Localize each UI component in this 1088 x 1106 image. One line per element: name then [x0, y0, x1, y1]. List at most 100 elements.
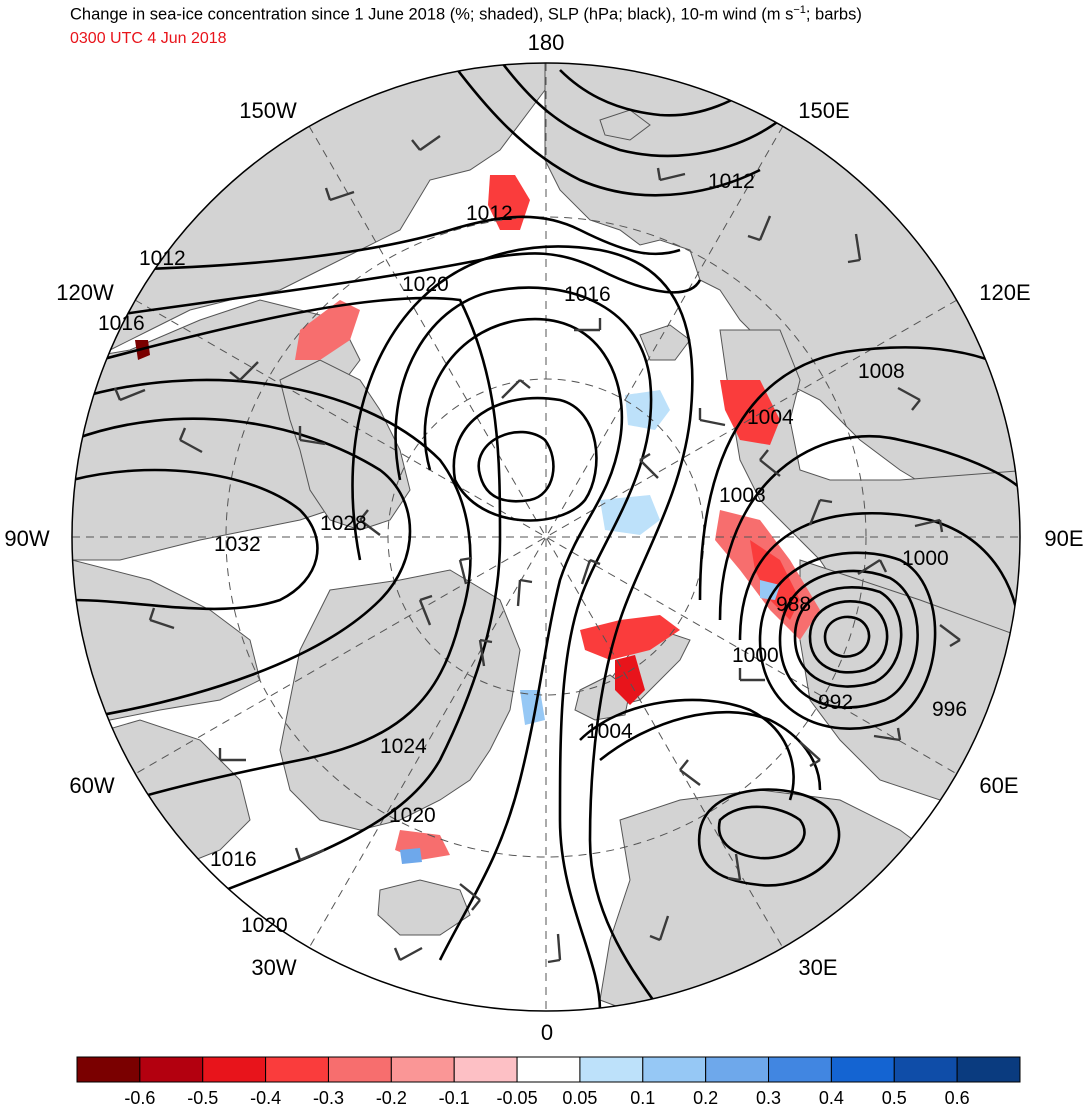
slp-gl-1028	[72, 417, 412, 722]
slp-label: 1016	[564, 283, 611, 306]
slp-label: 1032	[214, 533, 261, 556]
slp-label: 1020	[241, 914, 288, 937]
slp-label: 992	[818, 691, 853, 714]
colorbar-label: 0.5	[882, 1088, 907, 1106]
slp-arc-1000	[599, 710, 822, 791]
ice-loss-svalbard	[615, 655, 645, 705]
lon-label-0: 0	[541, 1020, 553, 1045]
ice-gain-central-2	[625, 390, 670, 430]
slp-low-ring-1	[823, 615, 871, 658]
colorbar-label: 0.05	[562, 1088, 597, 1106]
slp-label: 996	[932, 698, 967, 721]
colorbar-swatch	[202, 1056, 267, 1083]
slp-bering-1016	[79, 252, 702, 322]
slp-label: 1016	[210, 848, 257, 871]
colorbar-swatch	[830, 1056, 895, 1083]
ice-loss-barents	[580, 615, 680, 660]
slp-label: 1028	[320, 512, 367, 535]
slp-label: 1020	[402, 273, 449, 296]
valid-time: 0300 UTC 4 Jun 2018	[70, 30, 227, 47]
ice-gain-fram	[400, 848, 422, 864]
lon-label-90w: 90W	[4, 526, 49, 551]
colorbar-swatch	[768, 1056, 832, 1083]
lon-label-120e: 120E	[979, 280, 1030, 305]
slp-bering-1012	[72, 215, 681, 272]
colorbar-swatch	[893, 1056, 958, 1083]
slp-pacific-2	[498, 63, 781, 158]
colorbar-swatch	[453, 1056, 518, 1083]
colorbar-label: -0.05	[497, 1088, 538, 1106]
slp-label: 1008	[858, 360, 905, 383]
slp-low-ring-3	[793, 586, 903, 688]
slp-label: 1004	[586, 720, 633, 743]
land-greenland	[279, 569, 521, 831]
slp-contours	[72, 63, 1020, 1011]
slp-low-ring-4	[778, 569, 919, 709]
map-border	[71, 62, 1021, 1012]
land-siberian-islands	[639, 324, 691, 361]
lon-label-30w: 30W	[251, 955, 296, 980]
colorbar-swatch	[76, 1056, 141, 1083]
colorbar-label: -0.4	[250, 1088, 281, 1106]
colorbar-label: 0.4	[819, 1088, 844, 1106]
slp-scand-1012	[697, 788, 841, 887]
colorbar: -0.6 -0.5 -0.4 -0.3 -0.2 -0.1 -0.05 0.05 0.1 0.2 0…	[76, 1056, 1021, 1106]
slp-label: 1012	[466, 202, 513, 225]
colorbar-swatch	[642, 1056, 707, 1083]
lon-label-180: 180	[528, 30, 565, 55]
colorbar-swatch	[265, 1056, 329, 1083]
slp-low-1000	[738, 511, 1020, 641]
slp-label: 1000	[732, 644, 779, 667]
slp-scand-1016	[717, 805, 806, 860]
colorbar-label: -0.2	[376, 1088, 407, 1106]
land-masses	[72, 63, 1020, 1011]
colorbar-swatch	[705, 1056, 770, 1083]
ice-gain-barents	[760, 580, 780, 600]
lon-label-30e: 30E	[798, 955, 837, 980]
slp-label: 1020	[389, 804, 436, 827]
land-wrangel	[599, 109, 651, 141]
slp-contour-labels: 1012 1012 1012 1016 1016 1016 1020 1020 …	[98, 170, 967, 937]
slp-label: 1008	[719, 484, 766, 507]
colorbar-swatch	[516, 1056, 581, 1083]
colorbar-label: 0.6	[945, 1088, 970, 1106]
colorbar-label: -0.6	[124, 1088, 155, 1106]
land-iceland	[377, 879, 471, 936]
colorbar-label: -0.5	[187, 1088, 218, 1106]
colorbar-label: 0.2	[693, 1088, 718, 1106]
ice-gain-greenland-sea	[520, 690, 545, 725]
slp-label: 1024	[380, 735, 427, 758]
longitude-labels: 180 150W 150E 120W 120E 90W 90E 60W 60E …	[4, 30, 1083, 1045]
colorbar-swatch	[390, 1056, 455, 1083]
slp-label: 988	[776, 593, 811, 616]
slp-pacific-1	[448, 63, 761, 197]
slp-low-ring-2	[808, 600, 889, 674]
slp-ridge-3	[351, 245, 694, 1011]
slp-ridge-1	[423, 317, 624, 961]
lon-label-120w: 120W	[56, 280, 114, 305]
lon-label-60w: 60W	[69, 773, 114, 798]
wind-barbs	[113, 135, 961, 964]
slp-label: 1016	[98, 312, 145, 335]
land-canada-archipelago	[279, 359, 411, 531]
slp-gl-1032	[72, 468, 319, 611]
slp-label: 1004	[747, 406, 794, 429]
chart-title: Change in sea-ice concentration since 1 …	[70, 4, 862, 24]
colorbar-swatch	[139, 1056, 204, 1083]
slp-arc-1004	[579, 698, 795, 801]
slp-low-ring-5	[758, 551, 937, 730]
lon-label-150e: 150E	[798, 98, 849, 123]
colorbar-swatch	[579, 1056, 644, 1083]
lon-label-150w: 150W	[239, 98, 297, 123]
colorbar-swatch	[956, 1056, 1021, 1083]
colorbar-label: 0.3	[756, 1088, 781, 1106]
lon-label-90e: 90E	[1044, 526, 1083, 551]
slp-label: 1000	[902, 547, 949, 570]
slp-label: 1012	[708, 170, 755, 193]
ice-loss-beaufort	[295, 300, 360, 360]
colorbar-label: -0.1	[439, 1088, 470, 1106]
slp-label: 1012	[139, 247, 186, 270]
colorbar-swatch	[327, 1056, 392, 1083]
slp-high-center-2	[452, 396, 598, 522]
